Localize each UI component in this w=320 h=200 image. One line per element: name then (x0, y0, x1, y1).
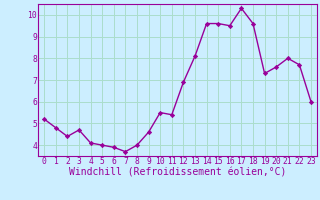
X-axis label: Windchill (Refroidissement éolien,°C): Windchill (Refroidissement éolien,°C) (69, 168, 286, 178)
